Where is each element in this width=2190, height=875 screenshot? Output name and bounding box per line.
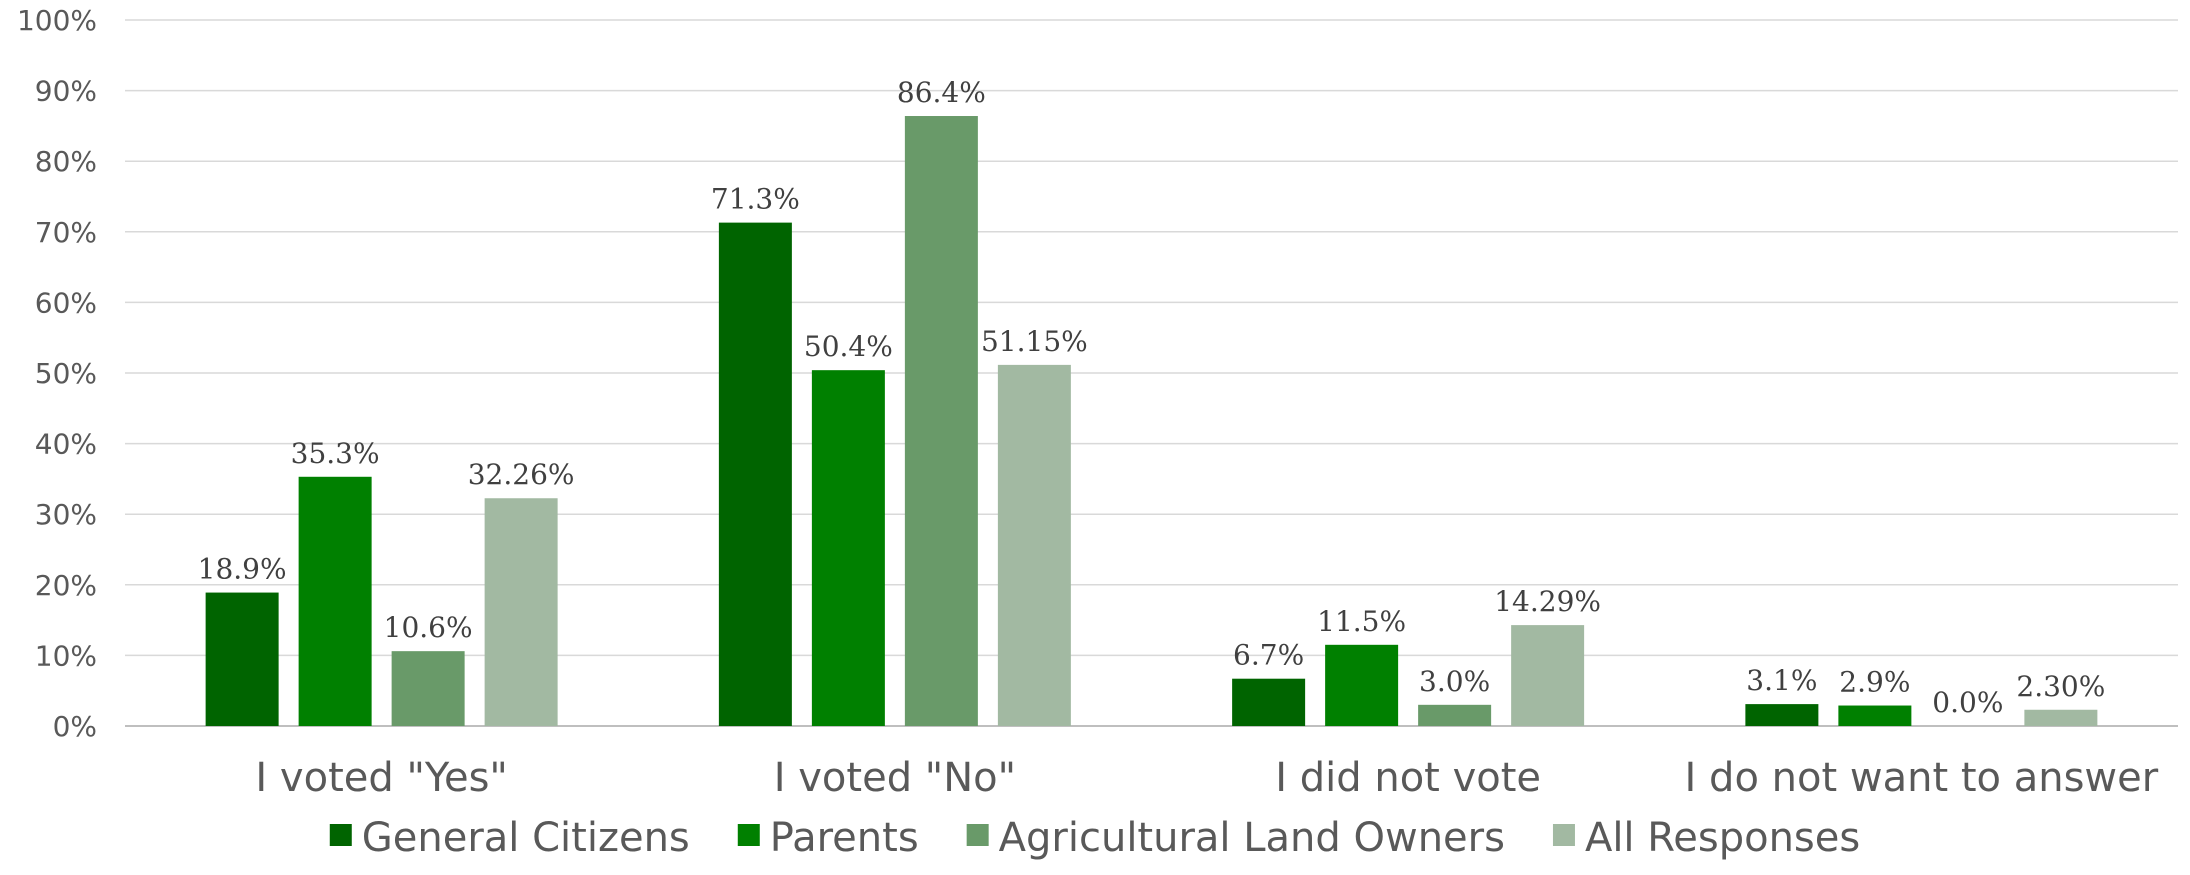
bar (484, 498, 558, 726)
x-tick-label: I voted "Yes" (255, 755, 507, 801)
bars (205, 116, 2098, 727)
legend-swatch (329, 824, 352, 846)
legend-swatch (737, 824, 760, 846)
data-label: 0.0% (1932, 686, 2003, 719)
bar (1232, 678, 1306, 726)
y-tick-label: 40% (35, 428, 97, 461)
legend-swatch (966, 824, 989, 846)
x-tick-label: I voted "No" (774, 755, 1016, 801)
data-label: 18.9% (198, 553, 287, 586)
data-label: 86.4% (897, 76, 986, 109)
bar (391, 651, 465, 726)
data-label: 50.4% (804, 330, 893, 363)
legend-label: General Citizens (362, 815, 690, 861)
data-label: 6.7% (1233, 639, 1304, 672)
gridlines (125, 19, 2178, 727)
legend: General Citizens Parents Agricultural Land… (329, 815, 1860, 861)
bar (1418, 704, 1492, 726)
data-label: 14.29% (1494, 585, 1601, 618)
bar (298, 476, 372, 726)
data-label: 2.30% (2016, 670, 2105, 703)
bar (718, 222, 792, 726)
bar (205, 592, 279, 726)
legend-swatch (1552, 824, 1575, 846)
legend-label: Agricultural Land Owners (999, 815, 1505, 861)
y-tick-label: 90% (35, 75, 97, 108)
bar (811, 370, 885, 726)
y-tick-label: 80% (35, 145, 97, 178)
legend-label: Parents (770, 815, 919, 861)
data-label: 3.0% (1419, 665, 1490, 698)
data-label: 32.26% (468, 458, 575, 491)
data-label: 71.3% (711, 183, 800, 216)
data-label: 51.15% (981, 325, 1088, 358)
y-tick-label: 100% (17, 4, 97, 37)
y-tick-label: 20% (35, 569, 97, 602)
x-axis-ticks: I voted "Yes" I voted "No" I did not vote I… (255, 755, 2158, 801)
bar (1325, 644, 1399, 726)
data-label: 10.6% (384, 611, 473, 644)
y-tick-label: 70% (35, 216, 97, 249)
x-tick-label: I do not want to answer (1685, 755, 2159, 801)
y-tick-label: 60% (35, 286, 97, 319)
y-tick-label: 50% (35, 357, 97, 390)
bar (2024, 709, 2098, 726)
y-axis-ticks: 0% 10% 20% 30% 40% 50% 60% 70% 80% 90% 100% (17, 4, 97, 743)
bar (1511, 625, 1585, 726)
data-labels: 18.9% 35.3% 10.6% 32.26% 71.3% 50.4% 86.4% 51.1… (198, 76, 2106, 719)
x-tick-label: I did not vote (1275, 755, 1541, 801)
bar (997, 364, 1071, 726)
legend-label: All Responses (1585, 815, 1860, 861)
data-label: 11.5% (1317, 605, 1406, 638)
data-label: 3.1% (1746, 664, 1817, 697)
bar (904, 116, 978, 727)
data-label: 35.3% (291, 437, 380, 470)
y-tick-label: 0% (53, 710, 97, 743)
bar (1838, 705, 1912, 726)
data-label: 2.9% (1839, 666, 1910, 699)
y-tick-label: 10% (35, 639, 97, 672)
bar (1745, 704, 1819, 726)
y-tick-label: 30% (35, 498, 97, 531)
